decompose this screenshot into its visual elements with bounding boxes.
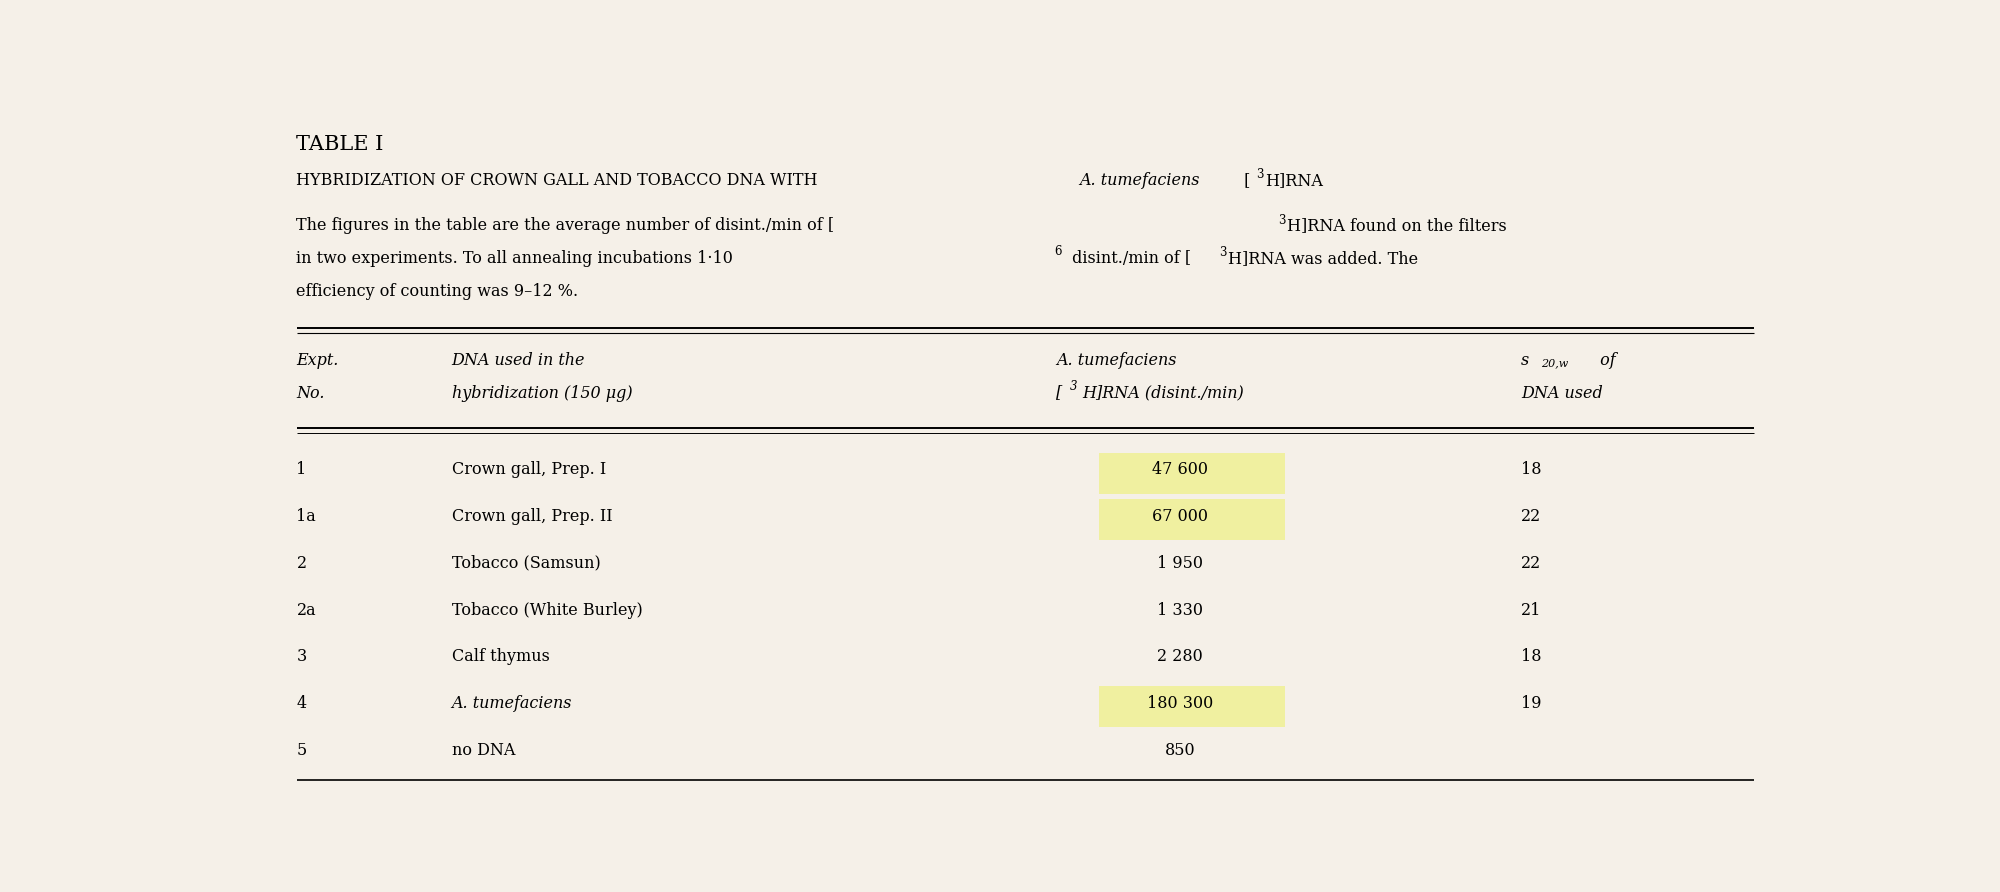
Text: 850: 850 — [1164, 741, 1196, 759]
Text: 3: 3 — [1218, 246, 1226, 260]
Text: H]RNA found on the filters: H]RNA found on the filters — [1286, 217, 1506, 234]
Text: A. tumefaciens: A. tumefaciens — [452, 695, 572, 712]
Text: efficiency of counting was 9–12 %.: efficiency of counting was 9–12 %. — [296, 283, 578, 300]
Text: 2 280: 2 280 — [1158, 648, 1202, 665]
Text: in two experiments. To all annealing incubations 1·10: in two experiments. To all annealing inc… — [296, 250, 734, 267]
Text: 4: 4 — [296, 695, 306, 712]
Text: 2a: 2a — [296, 601, 316, 618]
Text: Expt.: Expt. — [296, 351, 338, 368]
Text: [: [ — [1056, 384, 1062, 401]
Text: Calf thymus: Calf thymus — [452, 648, 550, 665]
Text: 1a: 1a — [296, 508, 316, 525]
Text: no DNA: no DNA — [452, 741, 514, 759]
Text: The figures in the table are the average number of disint./min of [: The figures in the table are the average… — [296, 217, 834, 234]
Text: HYBRIDIZATION OF CROWN GALL AND TOBACCO DNA WITH: HYBRIDIZATION OF CROWN GALL AND TOBACCO … — [296, 172, 824, 189]
Text: 22: 22 — [1522, 508, 1542, 525]
Text: TABLE I: TABLE I — [296, 135, 384, 153]
Text: 5: 5 — [296, 741, 306, 759]
Text: 22: 22 — [1522, 555, 1542, 572]
Text: H]RNA: H]RNA — [1266, 172, 1324, 189]
Text: No.: No. — [296, 384, 324, 401]
Text: 21: 21 — [1522, 601, 1542, 618]
Text: 18: 18 — [1522, 648, 1542, 665]
Text: 3: 3 — [1278, 213, 1286, 227]
Text: 1 950: 1 950 — [1156, 555, 1204, 572]
Text: DNA used in the: DNA used in the — [452, 351, 584, 368]
Text: 3: 3 — [1070, 380, 1078, 392]
Text: 1: 1 — [296, 461, 306, 478]
Text: A. tumefaciens: A. tumefaciens — [1056, 351, 1176, 368]
Text: 47 600: 47 600 — [1152, 461, 1208, 478]
Text: hybridization (150 μg): hybridization (150 μg) — [452, 384, 632, 401]
Text: H]RNA was added. The: H]RNA was added. The — [1228, 250, 1418, 267]
Text: of: of — [1596, 351, 1616, 368]
Text: H]RNA (disint./min): H]RNA (disint./min) — [1082, 384, 1244, 401]
FancyBboxPatch shape — [1100, 686, 1286, 727]
Text: 6: 6 — [1054, 245, 1062, 258]
Text: 1 330: 1 330 — [1156, 601, 1204, 618]
Text: A. tumefaciens: A. tumefaciens — [1080, 172, 1200, 189]
Text: Tobacco (Samsun): Tobacco (Samsun) — [452, 555, 600, 572]
Text: 67 000: 67 000 — [1152, 508, 1208, 525]
Text: Crown gall, Prep. I: Crown gall, Prep. I — [452, 461, 606, 478]
Text: 3: 3 — [1256, 169, 1264, 181]
Text: 20,w: 20,w — [1542, 358, 1568, 368]
Text: disint./min of [: disint./min of [ — [1066, 250, 1190, 267]
Text: 18: 18 — [1522, 461, 1542, 478]
Text: DNA used: DNA used — [1522, 384, 1602, 401]
Text: 19: 19 — [1522, 695, 1542, 712]
Text: 3: 3 — [296, 648, 306, 665]
FancyBboxPatch shape — [1100, 452, 1286, 493]
Text: Crown gall, Prep. II: Crown gall, Prep. II — [452, 508, 612, 525]
Text: 180 300: 180 300 — [1146, 695, 1214, 712]
FancyBboxPatch shape — [1100, 500, 1286, 541]
Text: Tobacco (White Burley): Tobacco (White Burley) — [452, 601, 642, 618]
Text: [: [ — [1238, 172, 1250, 189]
Text: s: s — [1522, 351, 1530, 368]
Text: 2: 2 — [296, 555, 306, 572]
